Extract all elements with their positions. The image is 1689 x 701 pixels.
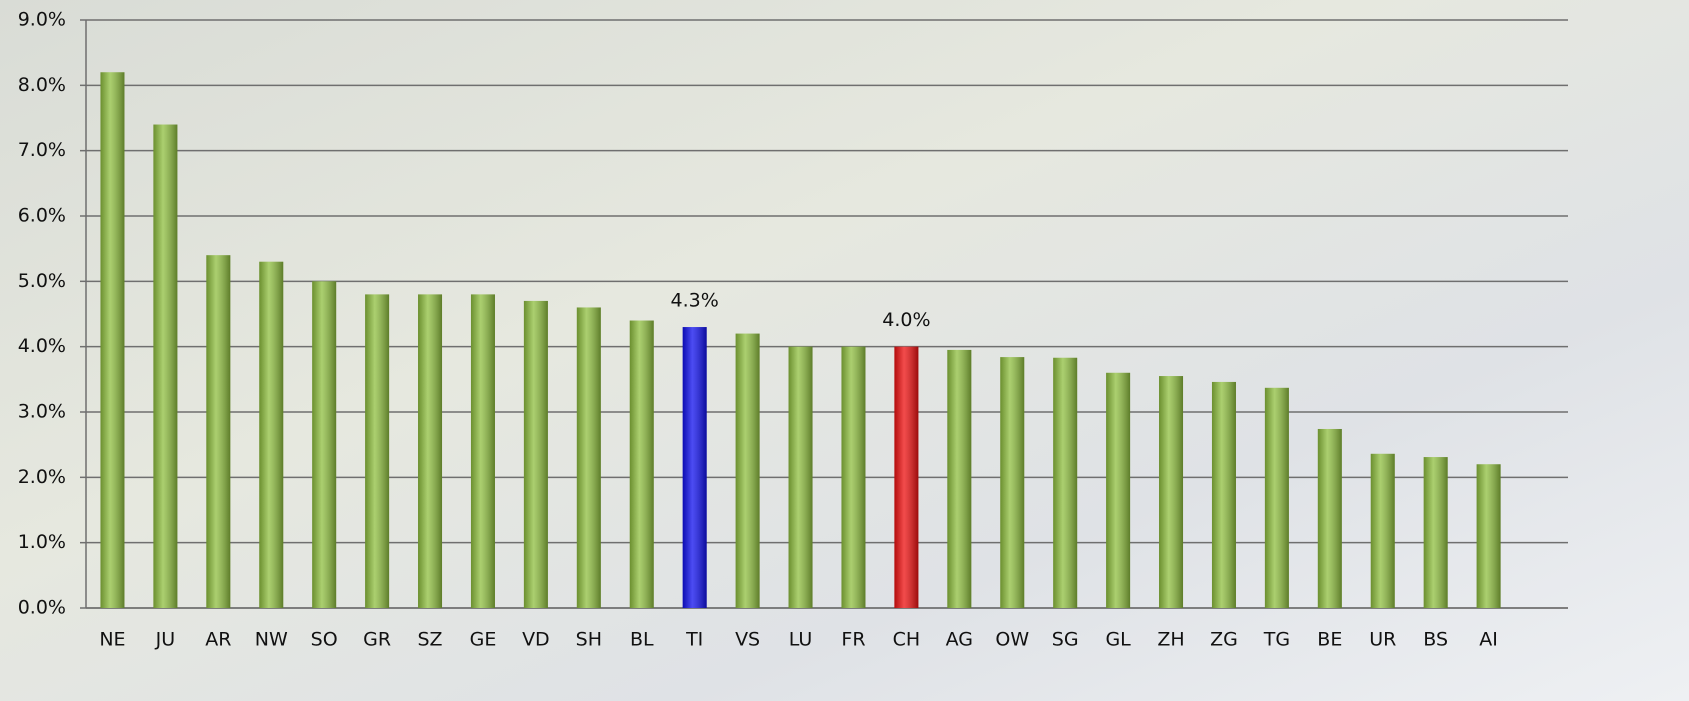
x-tick-label: TI [685,629,703,651]
bar-shade [206,255,230,608]
x-tick-label: OW [995,629,1029,651]
bar-shade [100,72,124,608]
y-tick-label: 1.0% [18,531,66,553]
bar-shade [1106,373,1130,608]
bar-shade [841,347,865,608]
x-tick-label: FR [841,629,865,651]
x-tick-label: UR [1369,629,1396,651]
bar-shade [1477,464,1501,608]
bar-shade [947,350,971,608]
y-tick-label: 9.0% [18,9,66,31]
y-tick-label: 7.0% [18,139,66,161]
x-tick-label: ZH [1157,629,1184,651]
x-tick-label: LU [789,629,813,651]
bar-shade [418,294,442,608]
y-tick-label: 0.0% [18,597,66,619]
x-tick-label: AG [946,629,973,651]
y-tick-label: 8.0% [18,74,66,96]
y-tick-label: 3.0% [18,401,66,423]
bar-shade [1371,454,1395,608]
bar-shade [1318,429,1342,608]
bar-shade [1159,376,1183,608]
y-tick-label: 4.0% [18,335,66,357]
bar-shade [577,307,601,608]
x-tick-label: BE [1317,629,1342,651]
x-tick-label: VD [522,629,550,651]
x-tick-label: CH [893,629,921,651]
bar-shade [1212,382,1236,608]
x-tick-label: SZ [417,629,442,651]
x-tick-label: NW [255,629,288,651]
x-tick-label: BS [1423,629,1448,651]
x-tick-label: AI [1479,629,1498,651]
bar-shade [894,347,918,608]
bar-shade [683,327,707,608]
bar-shade [1424,457,1448,608]
x-tick-label: ZG [1210,629,1238,651]
x-tick-label: GL [1105,629,1131,651]
x-tick-label: BL [630,629,654,651]
bar-shade [471,294,495,608]
y-tick-label: 6.0% [18,205,66,227]
bar-shade [365,294,389,608]
bar-shade [736,334,760,608]
bar-shade [153,125,177,608]
x-tick-label: SH [576,629,602,651]
x-tick-label: VS [735,629,760,651]
value-label: 4.0% [882,309,930,331]
x-tick-label: NE [99,629,125,651]
value-label: 4.3% [671,290,719,312]
x-tick-label: TG [1263,629,1290,651]
x-tick-label: AR [205,629,231,651]
bar-shade [312,281,336,608]
y-tick-label: 5.0% [18,270,66,292]
bar-shade [1053,358,1077,608]
x-tick-label: JU [155,629,176,651]
bar-shade [630,321,654,608]
page: {"chart_data": { "type": "bar", "categor… [0,0,1689,701]
bar-shade [1000,357,1024,608]
x-tick-label: GE [470,629,497,651]
bar-shade [789,347,813,608]
chart: 0.0% 1.0% 2.0% 3.0% 4.0% 5.0% 6.0% 7.0% 8.0% 9.0%… [0,0,1689,701]
x-tick-label: GR [363,629,391,651]
bar-shade [259,262,283,608]
y-tick-label: 2.0% [18,466,66,488]
bar-shade [1265,388,1289,608]
bar-shade [524,301,548,608]
x-tick-label: SO [311,629,338,651]
x-tick-label: SG [1052,629,1079,651]
